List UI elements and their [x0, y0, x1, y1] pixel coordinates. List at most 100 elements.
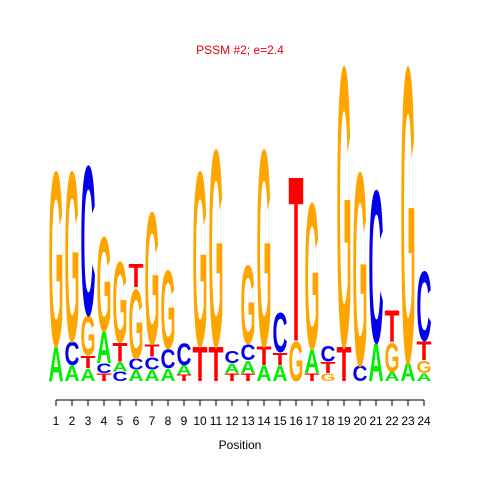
letter-glyph: T [145, 341, 160, 361]
letter: C [97, 361, 112, 376]
letter: G [401, 0, 416, 452]
x-tick-label: 2 [69, 414, 76, 428]
letter: T [225, 371, 241, 383]
letter: C [113, 369, 128, 384]
letter: T [193, 337, 208, 393]
letter: A [369, 332, 384, 392]
letter-glyph: A [369, 332, 384, 392]
letter-glyph: G [65, 121, 80, 393]
letter-glyph: A [97, 324, 112, 374]
x-tick-label: 11 [210, 414, 223, 428]
x-tick-label: 23 [401, 414, 415, 428]
letter-glyph: T [305, 371, 321, 383]
letter: C [145, 354, 160, 374]
letter: C [321, 341, 336, 367]
letter-glyph: C [321, 341, 336, 367]
letter-glyph: T [417, 337, 432, 367]
letter-glyph: C [177, 337, 192, 372]
letter: T [257, 342, 272, 372]
letter: G [209, 92, 224, 406]
letter-glyph: A [385, 369, 400, 384]
letter: G [257, 92, 272, 406]
letter-glyph: C [161, 345, 176, 375]
letter: A [49, 337, 64, 393]
letter: C [225, 348, 240, 368]
letter: A [241, 357, 256, 377]
letter: G [145, 172, 160, 384]
letter-glyph: A [401, 358, 416, 388]
letter: C [353, 361, 368, 387]
letter: G [193, 120, 208, 399]
letter-glyph: G [209, 92, 224, 406]
letter-glyph: T [193, 337, 208, 393]
letter: C [273, 302, 288, 365]
letter: G [289, 331, 304, 394]
letter-glyph: G [305, 159, 320, 394]
letter-glyph: G [97, 211, 112, 360]
letter-glyph: A [81, 366, 96, 386]
letter: A [225, 361, 240, 376]
letter-glyph: G [145, 172, 160, 384]
letter-glyph: G [337, 0, 352, 432]
letter-glyph: G [193, 120, 208, 399]
letter-glyph: C [113, 369, 128, 384]
letter: T [129, 256, 144, 294]
letter-glyph: A [49, 337, 64, 393]
letter-glyph: G [321, 371, 336, 383]
letter: C [241, 339, 256, 365]
letter: G [385, 335, 400, 380]
letter-glyph: G [417, 357, 432, 377]
letter: G [129, 270, 144, 381]
x-tick-label: 22 [385, 414, 399, 428]
letter-glyph: C [273, 302, 288, 365]
letter-glyph: G [401, 0, 416, 452]
letter-glyph: G [257, 92, 272, 406]
letter-glyph: A [145, 367, 160, 385]
letter-glyph: T [177, 373, 192, 383]
letter: A [177, 362, 192, 377]
letter: A [161, 366, 176, 386]
letter-glyph: T [225, 371, 241, 383]
letter-glyph: T [97, 371, 113, 383]
letter-glyph: C [97, 361, 112, 376]
x-tick-label: 5 [117, 414, 124, 428]
letter-glyph: A [225, 361, 240, 376]
letter: G [113, 239, 128, 367]
x-tick-label: 10 [193, 414, 207, 428]
x-tick-label: 17 [305, 414, 319, 428]
letter: A [129, 367, 144, 385]
letter-glyph: C [145, 354, 160, 374]
letter-glyph: A [129, 367, 144, 385]
x-tick-label: 14 [257, 414, 271, 428]
letter: T [305, 371, 321, 383]
letter: G [161, 249, 176, 374]
letter-glyph: T [129, 256, 144, 294]
letter: G [337, 0, 352, 432]
letter: A [145, 367, 160, 385]
x-tick-label: 20 [353, 414, 367, 428]
letter: C [369, 145, 384, 388]
letter-glyph: G [113, 239, 128, 367]
x-tick-label: 18 [321, 414, 335, 428]
letter-glyph: G [241, 244, 256, 369]
letter: G [417, 357, 432, 377]
letter: A [273, 361, 288, 387]
letter-glyph: G [81, 305, 96, 368]
letter: T [177, 373, 192, 383]
letter: T [209, 337, 224, 393]
x-tick-label: 3 [85, 414, 92, 428]
letter: G [353, 114, 368, 424]
letter-glyph: A [177, 362, 192, 377]
letter-glyph: G [161, 249, 176, 374]
letter: T [289, 126, 304, 391]
letter-glyph: T [321, 359, 337, 377]
letter: A [113, 359, 128, 374]
letter-glyph: T [385, 303, 400, 353]
letter: G [65, 121, 80, 393]
x-tick-label: 24 [417, 414, 431, 428]
letter: G [305, 159, 320, 394]
letter: A [305, 342, 320, 380]
letter: G [81, 305, 96, 368]
letter: C [177, 337, 192, 372]
